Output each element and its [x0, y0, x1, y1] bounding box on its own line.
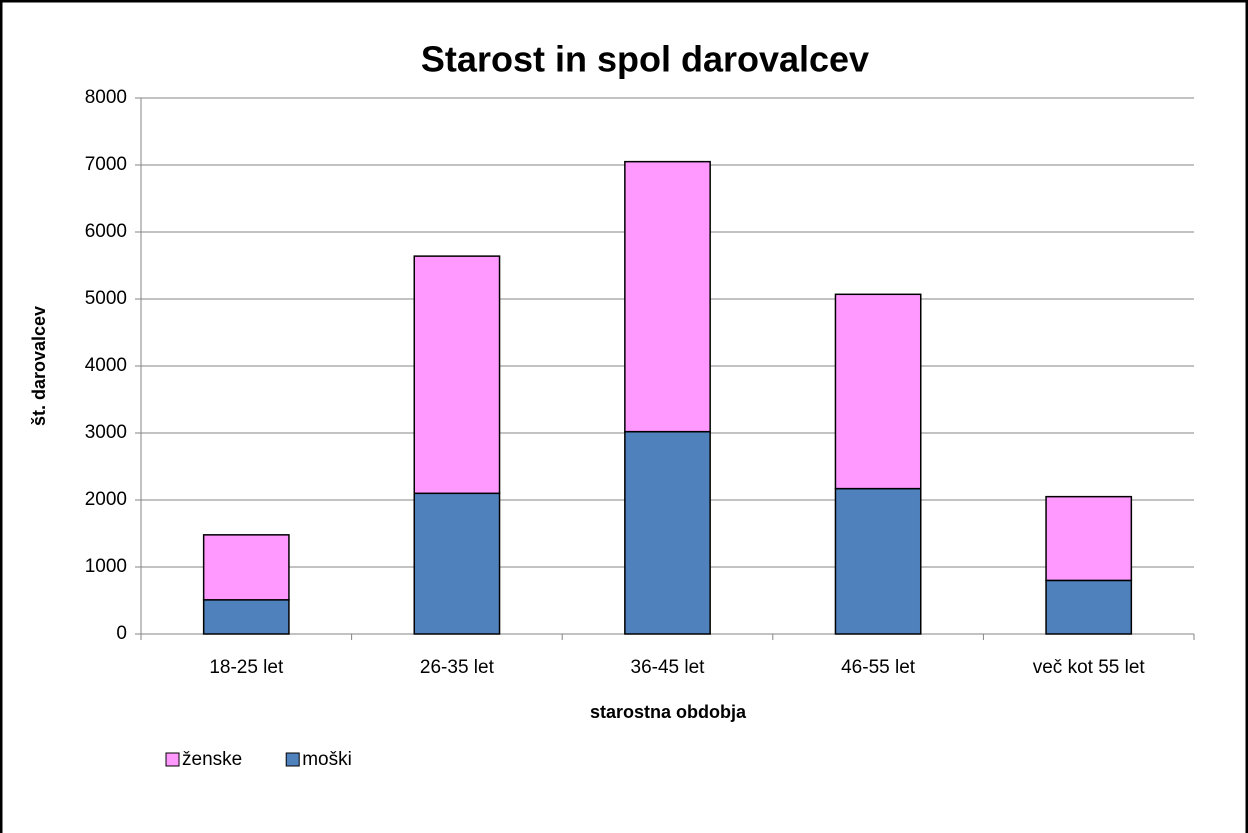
y-tick-label: 4000	[85, 355, 127, 376]
y-tick-label: 2000	[85, 489, 127, 510]
y-tick-label: 3000	[85, 422, 127, 443]
bar-segment	[413, 492, 501, 635]
bar-segment	[413, 255, 501, 495]
y-tick-label: 6000	[85, 221, 127, 242]
bar-segment	[1045, 495, 1133, 582]
legend-swatch	[285, 752, 300, 767]
y-tick-label: 5000	[85, 288, 127, 309]
y-tick-label: 0	[116, 623, 127, 644]
x-axis-title: starostna obdobja	[590, 702, 747, 722]
chart-title: Starost in spol darovalcev	[421, 39, 869, 80]
legend-swatch	[165, 752, 180, 767]
y-tick-label: 8000	[85, 87, 127, 108]
bar-segment	[202, 534, 290, 601]
x-tick-label: 36-45 let	[631, 657, 706, 678]
legend-label: moški	[302, 749, 352, 770]
y-axis-title: št. darovalcev	[29, 306, 49, 426]
x-tick-label: 26-35 let	[420, 657, 495, 678]
bar-segment	[834, 293, 922, 490]
y-tick-label: 1000	[85, 556, 127, 577]
bar-segment	[834, 487, 922, 635]
bar-segment	[624, 430, 711, 635]
bar-segment	[202, 599, 290, 635]
x-tick-label: 46-55 let	[841, 657, 916, 678]
bar-segment	[624, 160, 711, 433]
x-tick-label: 18-25 let	[209, 657, 284, 678]
y-tick-label: 7000	[85, 154, 127, 175]
x-tick-label: več kot 55 let	[1033, 657, 1146, 678]
bar-segment	[1045, 579, 1133, 635]
legend-label: ženske	[182, 749, 242, 770]
